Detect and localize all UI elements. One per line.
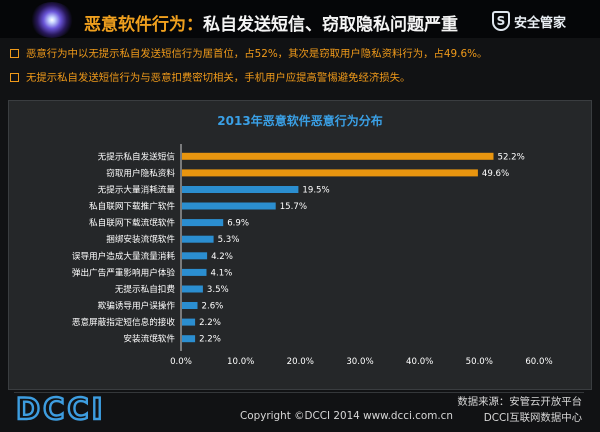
category-label: 捆绑安装流氓软件 bbox=[106, 233, 175, 245]
value-label: 2.2% bbox=[199, 318, 221, 328]
value-label: 5.3% bbox=[218, 235, 240, 245]
value-label: 2.2% bbox=[199, 335, 221, 345]
square-bullet-icon bbox=[10, 49, 19, 58]
chart-title: 2013年恶意软件恶意行为分布 bbox=[217, 114, 383, 128]
data-source-text: 数据来源：安管云开放平台 bbox=[457, 396, 582, 408]
value-label: 4.1% bbox=[211, 268, 233, 278]
footer-divider bbox=[14, 392, 584, 393]
chart-panel bbox=[8, 100, 592, 390]
category-label: 窃取用户隐私资料 bbox=[106, 167, 175, 179]
bar bbox=[182, 268, 207, 276]
title-suffix: 私自发送短信、窃取隐私问题严重 bbox=[203, 15, 458, 35]
brand-name: 安全管家 bbox=[514, 15, 567, 31]
value-label: 3.5% bbox=[207, 285, 229, 295]
bar bbox=[182, 285, 203, 293]
starburst-icon bbox=[30, 2, 74, 38]
bullet-text: 恶意行为中以无提示私自发送短信行为居首位，占52%，其次是窃取用户隐私资料行为，… bbox=[26, 48, 488, 60]
bullet-item: 恶意行为中以无提示私自发送短信行为居首位，占52%，其次是窃取用户隐私资料行为，… bbox=[10, 46, 595, 70]
category-label: 恶意屏蔽指定短信息的接收 bbox=[72, 316, 176, 328]
data-source-org: DCCI互联网数据中心 bbox=[483, 412, 582, 424]
category-label: 欺骗诱导用户误操作 bbox=[98, 300, 176, 312]
bullet-list: 恶意行为中以无提示私自发送短信行为居首位，占52%，其次是窃取用户隐私资料行为，… bbox=[10, 46, 595, 94]
bar bbox=[182, 186, 299, 193]
copyright-text: Copyright ©DCCI 2014 www.dcci.com.cn bbox=[240, 410, 453, 422]
x-tick-label: 20.0% bbox=[287, 357, 314, 367]
category-label: 私自联网下载流氓软件 bbox=[89, 217, 175, 229]
dcci-logo-text: DCCI bbox=[16, 392, 105, 422]
value-label: 6.9% bbox=[227, 219, 249, 229]
header-bar: 恶意软件行为：私自发送短信、窃取隐私问题严重 S 安全管家 bbox=[0, 0, 600, 38]
bar bbox=[182, 335, 196, 343]
bar bbox=[182, 235, 214, 243]
category-label: 安装流氓软件 bbox=[123, 333, 175, 345]
bullet-item: 无提示私自发送短信行为与恶意扣费密切相关，手机用户应提高警惕避免经济损失。 bbox=[10, 70, 595, 94]
bar bbox=[182, 152, 494, 160]
brand-logo: S 安全管家 bbox=[492, 10, 566, 32]
category-label: 无提示大量消耗流量 bbox=[98, 184, 176, 196]
category-label: 弹出广告严重影响用户体验 bbox=[72, 266, 176, 278]
bar bbox=[182, 318, 196, 326]
category-label: 私自联网下载推广软件 bbox=[89, 200, 175, 212]
square-bullet-icon bbox=[10, 73, 19, 82]
bar bbox=[182, 202, 276, 210]
category-label: 误导用户造成大量流量消耗 bbox=[72, 250, 176, 262]
bar bbox=[182, 169, 478, 177]
x-tick-label: 0.0% bbox=[170, 357, 192, 367]
value-label: 15.7% bbox=[280, 202, 307, 212]
x-tick-label: 30.0% bbox=[346, 357, 373, 367]
bar bbox=[182, 302, 198, 309]
x-tick-label: 40.0% bbox=[406, 357, 433, 367]
bullet-text: 无提示私自发送短信行为与恶意扣费密切相关，手机用户应提高警惕避免经济损失。 bbox=[26, 72, 411, 84]
dcci-logo: DCCI bbox=[15, 392, 105, 422]
value-label: 2.6% bbox=[202, 302, 224, 312]
category-label: 无提示私自发送短信 bbox=[98, 150, 176, 162]
value-label: 52.2% bbox=[498, 152, 525, 162]
category-label: 无提示私自扣费 bbox=[115, 283, 176, 295]
value-label: 19.5% bbox=[302, 186, 329, 196]
bar bbox=[182, 252, 208, 260]
page-title: 恶意软件行为：私自发送短信、窃取隐私问题严重 bbox=[84, 10, 458, 35]
x-tick-label: 50.0% bbox=[466, 357, 493, 367]
shield-s-icon: S bbox=[492, 11, 510, 31]
x-tick-label: 60.0% bbox=[525, 357, 552, 367]
x-tick-label: 10.0% bbox=[227, 357, 254, 367]
title-prefix: 恶意软件行为： bbox=[84, 15, 203, 35]
value-label: 4.2% bbox=[211, 252, 233, 262]
value-label: 49.6% bbox=[482, 169, 509, 179]
bar bbox=[182, 219, 224, 227]
